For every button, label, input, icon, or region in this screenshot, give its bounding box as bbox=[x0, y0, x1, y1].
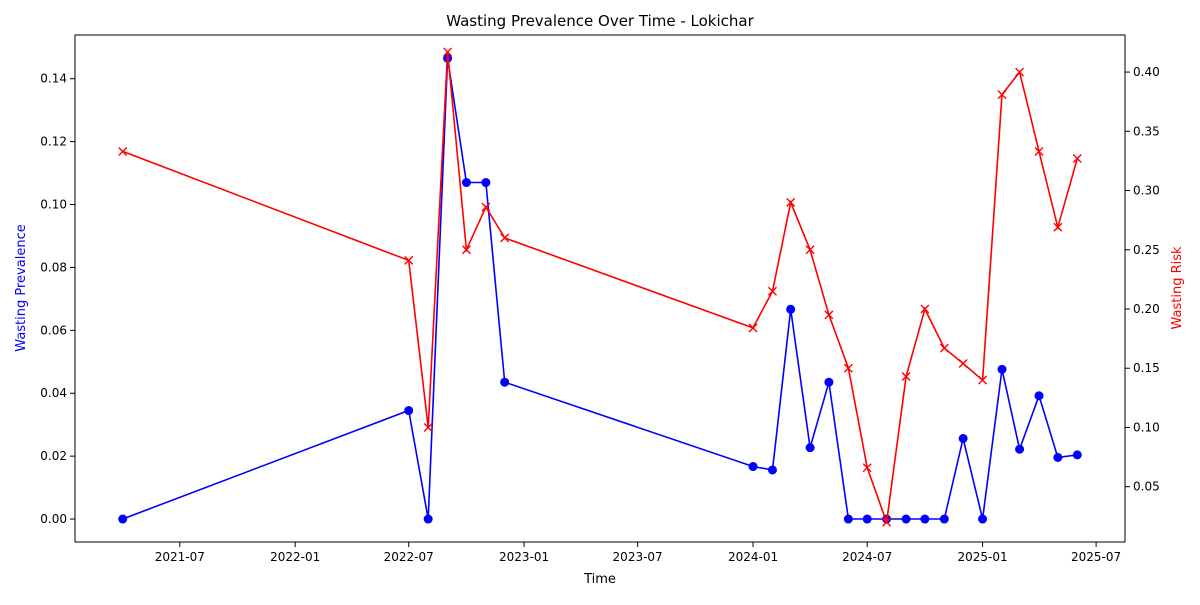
prevalence-point bbox=[997, 364, 1007, 374]
y-left-tick-label: 0.10 bbox=[40, 198, 67, 212]
risk-point bbox=[404, 255, 414, 265]
risk-point bbox=[786, 197, 796, 207]
prevalence-point bbox=[939, 514, 949, 524]
x-tick-label: 2023-07 bbox=[613, 550, 663, 564]
x-tick-label: 2022-07 bbox=[384, 550, 434, 564]
y-left-tick-label: 0.14 bbox=[40, 72, 67, 86]
y-axis-left-label: Wasting Prevalence bbox=[14, 224, 29, 351]
y-left-tick-label: 0.02 bbox=[40, 449, 67, 463]
x-axis-label: Time bbox=[583, 572, 616, 587]
prevalence-series-line bbox=[122, 58, 1078, 520]
risk-point bbox=[1053, 222, 1063, 232]
prevalence-point bbox=[786, 304, 796, 314]
prevalence-point bbox=[1053, 452, 1063, 462]
risk-point bbox=[958, 358, 968, 368]
risk-point bbox=[824, 310, 834, 320]
risk-point bbox=[481, 202, 491, 212]
y-right-tick-label: 0.40 bbox=[1133, 65, 1160, 79]
x-tick-label: 2025-07 bbox=[1071, 550, 1121, 564]
prevalence-point bbox=[1072, 450, 1082, 460]
x-tick-label: 2023-01 bbox=[499, 550, 549, 564]
y-right-tick-label: 0.35 bbox=[1133, 124, 1160, 138]
y-right-tick-label: 0.10 bbox=[1133, 420, 1160, 434]
y-right-tick-label: 0.30 bbox=[1133, 184, 1160, 198]
prevalence-point bbox=[423, 514, 433, 524]
series-layer bbox=[118, 47, 1082, 527]
risk-point bbox=[500, 233, 510, 243]
prevalence-point bbox=[404, 406, 414, 416]
plot-frame bbox=[74, 34, 1126, 543]
risk-point bbox=[461, 245, 471, 255]
y-left-tick-label: 0.06 bbox=[40, 323, 67, 337]
prevalence-point bbox=[920, 514, 930, 524]
prevalence-point bbox=[824, 377, 834, 387]
prevalence-point bbox=[118, 514, 128, 524]
risk-point bbox=[882, 517, 892, 527]
chart-title: Wasting Prevalence Over Time - Lokichar bbox=[446, 12, 754, 30]
risk-point bbox=[901, 372, 911, 382]
y-right-tick-label: 0.20 bbox=[1133, 302, 1160, 316]
prevalence-point bbox=[958, 434, 968, 444]
risk-point bbox=[1072, 154, 1082, 164]
risk-point bbox=[997, 90, 1007, 100]
y-right-tick-label: 0.15 bbox=[1133, 361, 1160, 375]
y-right-tick-label: 0.05 bbox=[1133, 480, 1160, 494]
prevalence-point bbox=[862, 514, 872, 524]
risk-point bbox=[1015, 67, 1025, 77]
y-axis-left: 0.00 0.02 0.04 0.06 0.08 0.10 0.12 0.14 bbox=[40, 72, 75, 526]
risk-series-line bbox=[122, 51, 1079, 523]
risk-point bbox=[443, 47, 453, 57]
y-right-tick-label: 0.25 bbox=[1133, 243, 1160, 257]
x-axis: 2021-07 2022-01 2022-07 2023-01 2023-07 2024-… bbox=[155, 542, 1121, 564]
prevalence-point bbox=[978, 514, 988, 524]
x-tick-label: 2022-01 bbox=[270, 550, 320, 564]
prevalence-point bbox=[767, 465, 777, 475]
prevalence-point bbox=[1034, 391, 1044, 401]
prevalence-point bbox=[843, 514, 853, 524]
y-left-tick-label: 0.04 bbox=[40, 386, 67, 400]
y-axis-right-label: Wasting Risk bbox=[1170, 246, 1185, 330]
risk-point bbox=[843, 363, 853, 373]
risk-point bbox=[939, 343, 949, 353]
y-axis-right: 0.05 0.10 0.15 0.20 0.25 0.30 0.35 0.40 bbox=[1125, 65, 1160, 494]
x-tick-label: 2025-01 bbox=[958, 550, 1008, 564]
prevalence-point bbox=[1015, 444, 1025, 454]
prevalence-point bbox=[748, 462, 758, 472]
y-left-tick-label: 0.08 bbox=[40, 260, 67, 274]
risk-point bbox=[920, 304, 930, 314]
risk-point bbox=[805, 245, 815, 255]
prevalence-point bbox=[481, 178, 491, 188]
risk-point bbox=[423, 422, 433, 432]
risk-point bbox=[748, 323, 758, 333]
x-tick-label: 2021-07 bbox=[155, 550, 205, 564]
risk-point bbox=[767, 286, 777, 296]
y-left-tick-label: 0.12 bbox=[40, 135, 67, 149]
x-tick-label: 2024-01 bbox=[728, 550, 778, 564]
prevalence-point bbox=[901, 514, 911, 524]
risk-point bbox=[1034, 146, 1044, 156]
risk-point bbox=[862, 463, 872, 473]
prevalence-point bbox=[500, 377, 510, 387]
risk-point bbox=[118, 146, 128, 156]
risk-point bbox=[978, 375, 988, 385]
prevalence-point bbox=[461, 178, 471, 188]
y-left-tick-label: 0.00 bbox=[40, 512, 67, 526]
x-tick-label: 2024-07 bbox=[842, 550, 892, 564]
prevalence-point bbox=[805, 443, 815, 453]
